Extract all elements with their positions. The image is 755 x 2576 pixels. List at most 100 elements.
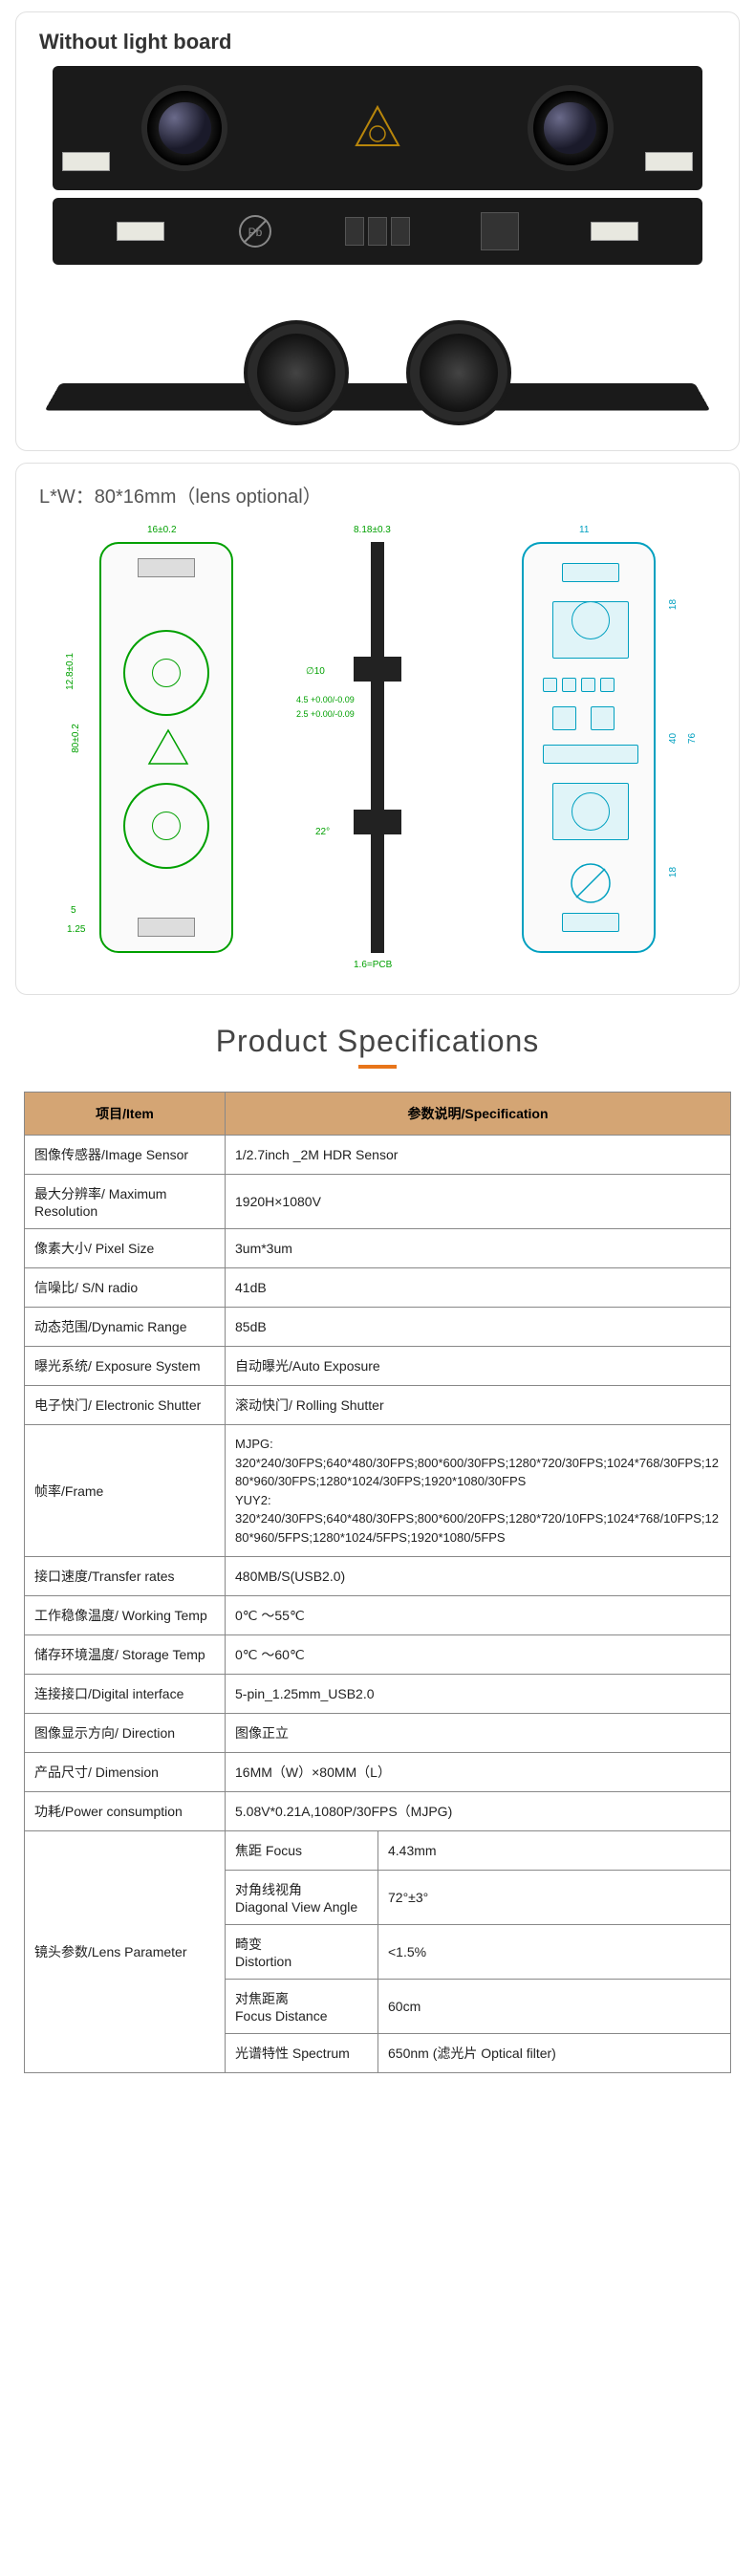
dim-triangle-icon (144, 725, 192, 773)
pcb-angled (53, 272, 702, 425)
lens-val: 72°±3° (378, 1871, 731, 1925)
spec-value: 0℃ ～60℃ (226, 1635, 731, 1675)
dimension-diagrams: 16±0.2 80±0.2 12.8±0.1 5 1.25 8.18± (39, 518, 716, 977)
lens-val: 4.43mm (378, 1831, 731, 1871)
dim-side-lens-bottom (354, 810, 401, 834)
dim-side-lens-top (354, 657, 401, 682)
lens-sub: 对角线视角 Diagonal View Angle (226, 1871, 378, 1925)
lens-val: 60cm (378, 1980, 731, 2034)
spec-label: 功耗/Power consumption (25, 1792, 226, 1831)
product-back-view: Pb (39, 198, 716, 265)
spec-value: 16MM（W）×80MM（L） (226, 1753, 731, 1792)
lens-sub: 光谱特性 Spectrum (226, 2034, 378, 2073)
spec-label: 电子快门/ Electronic Shutter (25, 1386, 226, 1425)
frame-label: 帧率/Frame (25, 1425, 226, 1557)
dim-gap1-label: 18 (668, 599, 679, 610)
dim-front-board (99, 542, 233, 953)
spec-label: 工作稳像温度/ Working Temp (25, 1596, 226, 1635)
spec-row: 产品尺寸/ Dimension16MM（W）×80MM（L） (25, 1753, 731, 1792)
header-item: 项目/Item (25, 1093, 226, 1136)
spec-row: 功耗/Power consumption5.08V*0.21A,1080P/30… (25, 1792, 731, 1831)
dim-pcb-label: 1.6=PCB (354, 960, 392, 970)
product-front-view (39, 66, 716, 190)
dim-side-board (354, 542, 401, 953)
mjpg-title: MJPG: (235, 1435, 721, 1454)
spec-row: 动态范围/Dynamic Range85dB (25, 1308, 731, 1347)
lens-val: <1.5% (378, 1925, 731, 1980)
mjpg-values: 320*240/30FPS;640*480/30FPS;800*600/30FP… (235, 1454, 721, 1491)
spec-label: 动态范围/Dynamic Range (25, 1308, 226, 1347)
dim-margin2-label: 1.25 (67, 924, 85, 935)
connector-left (62, 152, 110, 171)
spec-value: 85dB (226, 1308, 731, 1347)
lens-left (141, 85, 227, 171)
lens-param-row: 镜头参数/Lens Parameter 焦距 Focus 4.43mm (25, 1831, 731, 1871)
spec-row: 图像显示方向/ Direction图像正立 (25, 1714, 731, 1753)
yuy2-title: YUY2: (235, 1491, 721, 1510)
logo-triangle-icon (349, 99, 406, 157)
dim-back-board (522, 542, 656, 953)
lens-right (528, 85, 614, 171)
dim-dia-label: ∅10 (306, 666, 325, 677)
connector-right (645, 152, 693, 171)
spec-label: 连接接口/Digital interface (25, 1675, 226, 1714)
pb-free-icon: Pb (236, 212, 274, 250)
spec-row: 工作稳像温度/ Working Temp0℃ ～55℃ (25, 1596, 731, 1635)
chip-cluster (345, 217, 410, 246)
spec-value: 41dB (226, 1268, 731, 1308)
dim-front-wrapper: 16±0.2 80±0.2 12.8±0.1 5 1.25 (99, 542, 233, 953)
dim-off2-label: 2.5 +0.00/-0.09 (296, 709, 355, 719)
spec-row: 曝光系统/ Exposure System自动曝光/Auto Exposure (25, 1347, 731, 1386)
spec-value: 480MB/S(USB2.0) (226, 1557, 731, 1596)
spec-label: 像素大小/ Pixel Size (25, 1229, 226, 1268)
dim-total-label: 76 (687, 733, 698, 744)
lens-up-right (406, 320, 511, 425)
spec-value: 0℃ ～55℃ (226, 1596, 731, 1635)
connector-back-left (117, 222, 164, 241)
lens-sub: 对焦距离 Focus Distance (226, 1980, 378, 2034)
frame-row: 帧率/Frame MJPG: 320*240/30FPS;640*480/30F… (25, 1425, 731, 1557)
dim-lens-circle-bottom (123, 783, 209, 869)
dim-conn-top (138, 558, 195, 577)
lens-sub: 畸变 Distortion (226, 1925, 378, 1980)
frame-value: MJPG: 320*240/30FPS;640*480/30FPS;800*60… (226, 1425, 731, 1557)
spec-value: 自动曝光/Auto Exposure (226, 1347, 731, 1386)
lens-val: 650nm (滤光片 Optical filter) (378, 2034, 731, 2073)
connector-back-right (591, 222, 638, 241)
dim-width-label: 16±0.2 (147, 525, 177, 535)
pcb-back: Pb (53, 198, 702, 265)
yuy2-values: 320*240/30FPS;640*480/30FPS;800*600/20FP… (235, 1509, 721, 1547)
header-spec: 参数说明/Specification (226, 1093, 731, 1136)
main-chip (481, 212, 519, 250)
spec-label: 储存环境温度/ Storage Temp (25, 1635, 226, 1675)
dim-pbfree-icon (567, 859, 615, 907)
dim-margin-label: 5 (71, 905, 76, 916)
dim-gap2-label: 18 (668, 867, 679, 877)
pcb-front (53, 66, 702, 190)
spec-value: 5.08V*0.21A,1080P/30FPS（MJPG) (226, 1792, 731, 1831)
dim-lens-circle-top (123, 630, 209, 716)
spec-heading: Product Specifications (0, 1024, 755, 1059)
dimensions-section: L*W：80*16mm（lens optional） 16±0.2 80±0.2… (15, 463, 740, 995)
spec-value: 5-pin_1.25mm_USB2.0 (226, 1675, 731, 1714)
spec-label: 图像传感器/Image Sensor (25, 1136, 226, 1175)
spec-label: 接口速度/Transfer rates (25, 1557, 226, 1596)
spec-row: 最大分辨率/ Maximum Resolution1920H×1080V (25, 1175, 731, 1229)
spec-underline (358, 1065, 397, 1069)
spec-value: 图像正立 (226, 1714, 731, 1753)
lens-up-left (244, 320, 349, 425)
dimensions-title: L*W：80*16mm（lens optional） (39, 481, 716, 509)
spec-row: 接口速度/Transfer rates480MB/S(USB2.0) (25, 1557, 731, 1596)
product-angled-view (39, 272, 716, 425)
dim-hole-label: 12.8±0.1 (65, 653, 76, 690)
lens-param-label: 镜头参数/Lens Parameter (25, 1831, 226, 2073)
spec-row: 图像传感器/Image Sensor1/2.7inch _2M HDR Sens… (25, 1136, 731, 1175)
spec-value: 1/2.7inch _2M HDR Sensor (226, 1136, 731, 1175)
spec-row: 电子快门/ Electronic Shutter滚动快门/ Rolling Sh… (25, 1386, 731, 1425)
lens-sub: 焦距 Focus (226, 1831, 378, 1871)
spec-label: 信噪比/ S/N radio (25, 1268, 226, 1308)
spec-row: 连接接口/Digital interface5-pin_1.25mm_USB2.… (25, 1675, 731, 1714)
spec-row: 储存环境温度/ Storage Temp0℃ ～60℃ (25, 1635, 731, 1675)
dim-side-width-label: 11 (579, 525, 589, 535)
spec-row: 信噪比/ S/N radio41dB (25, 1268, 731, 1308)
